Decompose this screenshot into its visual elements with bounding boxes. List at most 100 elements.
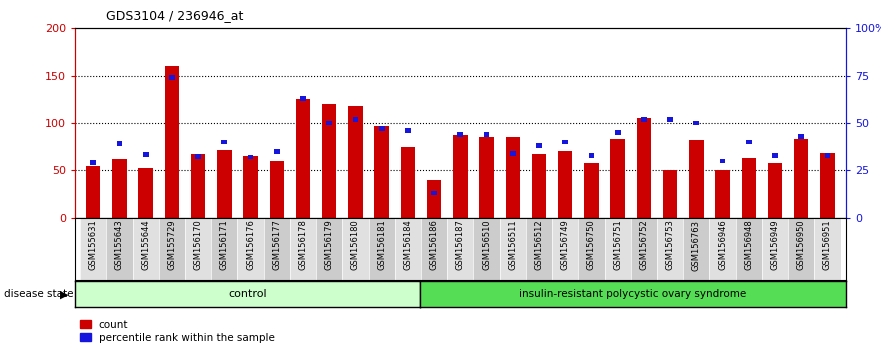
Bar [401,147,415,218]
Bar [322,104,337,218]
Bar [526,218,552,280]
Text: GSM156750: GSM156750 [587,219,596,270]
Bar [578,218,604,280]
Bar [185,218,211,280]
Legend: count, percentile rank within the sample: count, percentile rank within the sample [80,320,275,343]
Text: GSM156751: GSM156751 [613,219,622,270]
Bar [221,139,227,144]
Bar [143,152,149,156]
Bar [457,132,463,137]
Bar [537,143,542,148]
Text: GSM155631: GSM155631 [89,219,98,270]
Text: GSM156176: GSM156176 [246,219,255,270]
Text: GSM156171: GSM156171 [220,219,229,270]
Bar [814,218,840,280]
Text: GSM156949: GSM156949 [771,219,780,270]
Bar [191,154,205,218]
Bar [112,159,127,218]
Text: GSM156946: GSM156946 [718,219,727,270]
Bar [274,149,279,154]
Text: GSM156177: GSM156177 [272,219,281,270]
Bar [825,153,830,158]
Bar [767,163,782,218]
Bar [263,218,290,280]
Bar [484,132,490,137]
Text: GSM156763: GSM156763 [692,219,700,270]
Bar [238,218,263,280]
Bar [395,218,421,280]
Bar [604,218,631,280]
Bar [611,139,625,218]
Bar [772,153,778,158]
Bar [159,218,185,280]
Bar [689,140,704,218]
Bar [562,139,568,144]
Bar [683,218,709,280]
Text: ▶: ▶ [60,289,69,299]
Bar [243,156,258,218]
Bar [300,96,306,101]
Bar [211,218,238,280]
Bar [248,155,254,159]
Bar [720,159,725,163]
Bar [316,218,343,280]
Text: GSM156951: GSM156951 [823,219,832,270]
Bar [715,170,729,218]
Bar [500,218,526,280]
Bar [631,218,657,280]
Text: GSM156511: GSM156511 [508,219,517,270]
Bar [663,170,677,218]
Text: GSM155643: GSM155643 [115,219,124,270]
Bar [742,158,756,218]
Bar [637,118,651,218]
Bar [479,137,493,218]
Bar [348,106,363,218]
Text: GSM156178: GSM156178 [299,219,307,270]
Bar [116,142,122,146]
Bar [798,134,804,139]
Bar [448,218,473,280]
Text: GDS3104 / 236946_at: GDS3104 / 236946_at [106,9,243,22]
Bar [326,121,332,125]
Bar [196,154,201,159]
Text: GSM156749: GSM156749 [560,219,570,270]
Bar [374,126,389,218]
Bar [762,218,788,280]
Text: control: control [228,289,267,299]
Bar [746,139,751,144]
Text: GSM155729: GSM155729 [167,219,176,270]
Bar [427,180,441,218]
Bar [709,218,736,280]
Bar [91,160,96,165]
Bar [343,218,368,280]
Text: GSM156512: GSM156512 [535,219,544,270]
Bar [352,117,359,121]
Bar [368,218,395,280]
Text: GSM156186: GSM156186 [430,219,439,270]
Bar [532,154,546,218]
Text: GSM155644: GSM155644 [141,219,150,270]
Text: GSM156180: GSM156180 [351,219,360,270]
Bar [820,153,834,218]
Text: GSM156948: GSM156948 [744,219,753,270]
Bar [217,149,232,218]
Bar [379,126,384,131]
Bar [506,137,520,218]
Bar [405,128,411,133]
Text: insulin-resistant polycystic ovary syndrome: insulin-resistant polycystic ovary syndr… [520,289,747,299]
Bar [641,117,647,121]
Text: GSM156950: GSM156950 [796,219,806,270]
Text: GSM156179: GSM156179 [325,219,334,270]
Bar [584,163,598,218]
Bar [693,121,700,125]
Bar [270,161,284,218]
Bar [80,218,107,280]
Bar [558,152,573,218]
Bar [794,139,809,218]
Bar [615,130,620,135]
Bar [589,153,595,158]
Bar [552,218,578,280]
Text: GSM156184: GSM156184 [403,219,412,270]
Bar [86,166,100,218]
Text: GSM156752: GSM156752 [640,219,648,270]
